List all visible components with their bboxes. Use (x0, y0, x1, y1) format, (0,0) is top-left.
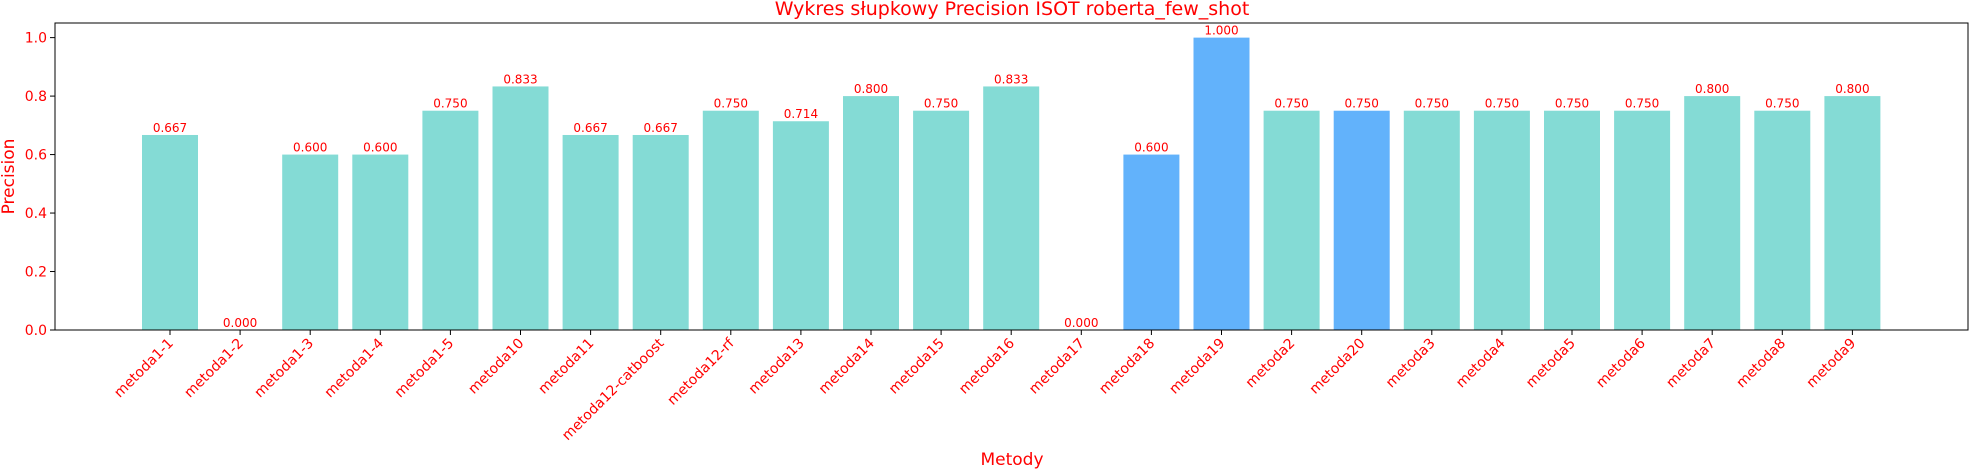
value-label-metoda10: 0.833 (503, 72, 537, 86)
y-tick-label: 0.0 (25, 323, 47, 339)
bar-metoda3 (1403, 110, 1460, 330)
value-label-metoda6: 0.750 (1625, 97, 1659, 111)
value-label-metoda12-catboost: 0.667 (644, 121, 678, 135)
bar-metoda4 (1473, 110, 1530, 330)
x-tick-label-metoda1-3: metoda1-3 (252, 336, 318, 402)
value-label-metoda17: 0.000 (1064, 316, 1098, 330)
bar-metoda7 (1684, 96, 1741, 330)
x-tick-label-metoda4: metoda4 (1453, 335, 1509, 391)
bar-metoda9 (1824, 96, 1881, 330)
x-tick-label-metoda9: metoda9 (1804, 336, 1860, 392)
value-label-metoda15: 0.750 (924, 97, 958, 111)
bar-metoda15 (913, 110, 970, 330)
bar-metoda12-rf (702, 110, 759, 330)
x-tick-label-metoda8: metoda8 (1733, 336, 1789, 392)
x-tick-label-metoda15: metoda15 (886, 336, 948, 398)
value-label-metoda1-2: 0.000 (223, 316, 257, 330)
value-label-metoda5: 0.750 (1555, 97, 1589, 111)
value-label-metoda11: 0.667 (573, 121, 607, 135)
bar-metoda2 (1263, 110, 1320, 330)
value-label-metoda1-3: 0.600 (293, 141, 327, 155)
plot-area-frame (54, 22, 1969, 331)
y-axis-label: Precision (0, 139, 19, 215)
bar-metoda1-1 (142, 134, 198, 330)
bar-metoda8 (1754, 110, 1811, 330)
bar-metoda16 (983, 86, 1040, 331)
x-tick-label-metoda19: metoda19 (1166, 336, 1228, 398)
x-tick-label-metoda17: metoda17 (1026, 336, 1088, 398)
value-label-metoda9: 0.800 (1835, 82, 1869, 96)
value-label-metoda14: 0.800 (854, 82, 888, 96)
value-label-metoda2: 0.750 (1274, 97, 1308, 111)
value-label-metoda1-1: 0.667 (153, 121, 187, 135)
bar-metoda12-catboost (632, 134, 689, 330)
x-tick-label-metoda10: metoda10 (465, 336, 527, 398)
value-label-metoda20: 0.750 (1345, 97, 1379, 111)
bar-metoda5 (1544, 110, 1600, 330)
x-tick-label-metoda18: metoda18 (1096, 336, 1158, 398)
x-tick-label-metoda1-4: metoda1-4 (322, 335, 388, 401)
x-tick-label-metoda7: metoda7 (1663, 336, 1719, 392)
value-label-metoda16: 0.833 (994, 72, 1028, 86)
bar-metoda6 (1614, 110, 1671, 330)
x-tick-label-metoda1-5: metoda1-5 (392, 336, 458, 402)
y-tick-label: 0.2 (25, 265, 47, 281)
value-label-metoda7: 0.800 (1695, 82, 1729, 96)
value-label-metoda12-rf: 0.750 (714, 97, 748, 111)
value-label-metoda18: 0.600 (1134, 141, 1168, 155)
value-label-metoda1-5: 0.750 (433, 97, 467, 111)
x-tick-label-metoda1-1: metoda1-1 (111, 336, 177, 402)
bars-layer (142, 37, 1881, 331)
x-tick-label-metoda2: metoda2 (1243, 336, 1299, 392)
y-tick-label: 0.8 (25, 89, 47, 105)
x-axis-label: Metody (980, 450, 1043, 470)
value-label-metoda19: 1.000 (1204, 24, 1238, 38)
x-ticks-layer: metoda1-1 metoda1-2 metoda1-3 metoda1-4 meto… (111, 330, 1859, 444)
bar-metoda14 (843, 96, 899, 330)
x-tick-label-metoda5: metoda5 (1523, 336, 1579, 392)
value-label-metoda3: 0.750 (1415, 97, 1449, 111)
value-label-metoda4: 0.750 (1485, 97, 1519, 111)
y-ticks-layer: 0.0 0.2 0.4 0.6 0.8 1.0 (25, 31, 55, 339)
bar-metoda1-5 (422, 110, 479, 330)
x-tick-label-metoda11: metoda11 (535, 336, 597, 398)
value-labels-layer: 0.667 0.000 0.600 0.600 0.750 0.833 0.667 0.667… (153, 24, 1870, 330)
chart-title: Wykres słupkowy Precision ISOT roberta_f… (775, 0, 1250, 20)
value-label-metoda8: 0.750 (1765, 97, 1799, 111)
bar-metoda1-3 (282, 154, 339, 330)
bar-metoda10 (492, 86, 549, 331)
bar-metoda20 (1333, 110, 1390, 330)
x-tick-label-metoda16: metoda16 (956, 335, 1018, 397)
x-tick-label-metoda3: metoda3 (1383, 336, 1439, 392)
bar-metoda1-4 (352, 154, 409, 330)
x-tick-label-metoda20: metoda20 (1307, 336, 1369, 398)
x-tick-label-metoda6: metoda6 (1593, 335, 1649, 391)
value-label-metoda1-4: 0.600 (363, 141, 397, 155)
y-tick-label: 0.6 (25, 148, 47, 164)
x-tick-label-metoda1-2: metoda1-2 (181, 336, 247, 402)
value-label-metoda13: 0.714 (784, 107, 818, 121)
bar-metoda11 (562, 134, 619, 330)
y-tick-label: 0.4 (25, 206, 47, 222)
bar-metoda13 (772, 121, 829, 331)
bar-metoda19 (1193, 37, 1250, 330)
y-tick-label: 1.0 (25, 31, 47, 47)
x-tick-label-metoda13: metoda13 (746, 336, 808, 398)
x-tick-label-metoda14: metoda14 (816, 335, 878, 397)
x-tick-label-metoda12-rf: metoda12-rf (665, 335, 739, 409)
bar-metoda18 (1123, 154, 1180, 330)
